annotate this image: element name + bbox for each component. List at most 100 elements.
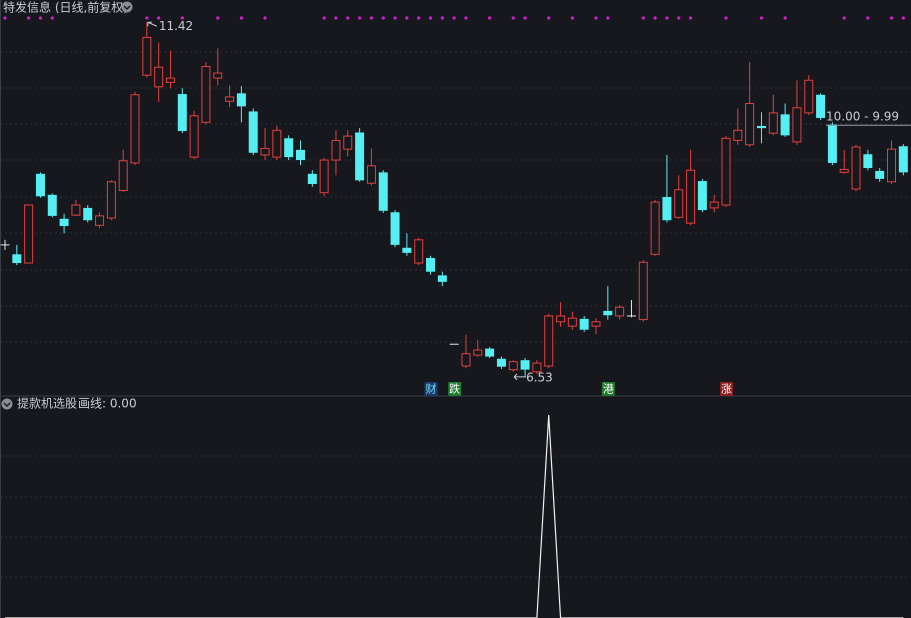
signal-dot: [866, 16, 870, 20]
tag-box: [424, 382, 438, 396]
candle-body: [366, 165, 376, 184]
signal-dot: [38, 16, 43, 20]
tag-box: [601, 382, 615, 396]
price-line-label: 10.00 - 9.99: [826, 110, 899, 124]
signal-dot: [759, 16, 764, 20]
candle-body: [768, 112, 778, 134]
main-grid: [0, 51, 911, 578]
candle-body: [662, 197, 672, 221]
candle-body: [118, 160, 128, 191]
signal-dot: [511, 16, 515, 20]
candle-body: [650, 201, 660, 255]
signal-dot: [901, 16, 905, 20]
signal-dot: [842, 16, 846, 20]
candle-body: [603, 310, 613, 316]
candle-body: [508, 361, 518, 371]
candle-body: [236, 93, 246, 107]
candle-body: [697, 181, 707, 211]
signal-dot: [641, 16, 645, 20]
candle-body: [248, 111, 258, 153]
candle-body: [520, 360, 530, 370]
candle-body: [496, 358, 506, 367]
signal-dot: [428, 16, 433, 20]
signal-dot: [381, 16, 385, 20]
candle-body: [142, 36, 152, 76]
candle-body: [674, 189, 684, 218]
candle-body: [331, 139, 341, 161]
candle-body: [414, 239, 424, 264]
annotation-arrow: [513, 373, 527, 381]
signal-dot: [145, 16, 149, 20]
signal-dot: [724, 16, 728, 20]
signal-dot: [688, 16, 693, 20]
signal-dot: [27, 16, 31, 20]
candle-body: [24, 204, 34, 264]
candle-body: [851, 146, 861, 190]
candle-body: [106, 181, 116, 219]
signal-dot: [653, 16, 657, 20]
candle-body: [83, 207, 93, 221]
signal-dot: [157, 16, 161, 20]
signal-dot: [417, 16, 421, 20]
annotation-label: 6.53: [526, 370, 553, 384]
candle-body: [804, 79, 814, 114]
signal-dot: [358, 16, 362, 20]
candle-body: [579, 318, 589, 330]
candle-body: [827, 124, 837, 163]
signal-dot: [523, 16, 527, 20]
signal-dot: [665, 16, 669, 20]
collapse-icon[interactable]: [121, 1, 133, 13]
signal-dot: [783, 16, 787, 20]
candle-body: [839, 168, 849, 173]
candle-body: [390, 212, 400, 245]
signal-dot: [570, 16, 574, 20]
candle-body: [189, 115, 199, 158]
candle-body: [201, 65, 211, 123]
candle-body: [898, 146, 908, 173]
signal-dot: [440, 16, 444, 20]
signal-dot: [334, 16, 338, 20]
signal-dot: [180, 16, 184, 20]
signal-dot: [263, 16, 267, 20]
indicator-title: 提款机选股: [17, 396, 77, 411]
candle-body: [709, 201, 719, 209]
signal-dot: [3, 16, 7, 20]
candle-body: [780, 114, 790, 136]
candle-body: [225, 96, 235, 102]
candle-body: [875, 170, 885, 179]
candle-body: [721, 137, 731, 206]
candle-body: [95, 215, 105, 226]
candle-body: [816, 94, 826, 118]
candle-body: [71, 204, 81, 216]
candle-body: [426, 257, 436, 272]
signal-dot: [677, 16, 681, 20]
candle-body: [792, 107, 802, 143]
candle-body: [532, 362, 542, 373]
candle-body: [567, 317, 577, 327]
candle-body: [745, 102, 755, 146]
signal-dot: [452, 16, 456, 20]
candle-body: [638, 261, 648, 321]
collapse-icon[interactable]: [1, 398, 13, 410]
candle-body: [473, 349, 483, 356]
candle-body: [213, 72, 223, 79]
candle-body: [296, 149, 305, 161]
candle-body: [47, 194, 57, 216]
tag-box: [720, 382, 734, 396]
signal-dot: [606, 16, 610, 20]
tag-label: 涨: [721, 383, 732, 396]
candle-body: [59, 218, 69, 227]
signal-dot: [405, 16, 409, 20]
candle-body: [887, 148, 896, 183]
candle-body: [437, 275, 447, 282]
tag-label: 跌: [449, 382, 460, 396]
signal-dot: [322, 16, 326, 20]
annotation-arrow: [147, 21, 158, 27]
candle-body: [544, 315, 554, 367]
candle-body: [284, 138, 294, 158]
candle-body: [260, 147, 270, 156]
signal-dot: [393, 16, 397, 20]
tag-label: 港: [603, 383, 614, 396]
